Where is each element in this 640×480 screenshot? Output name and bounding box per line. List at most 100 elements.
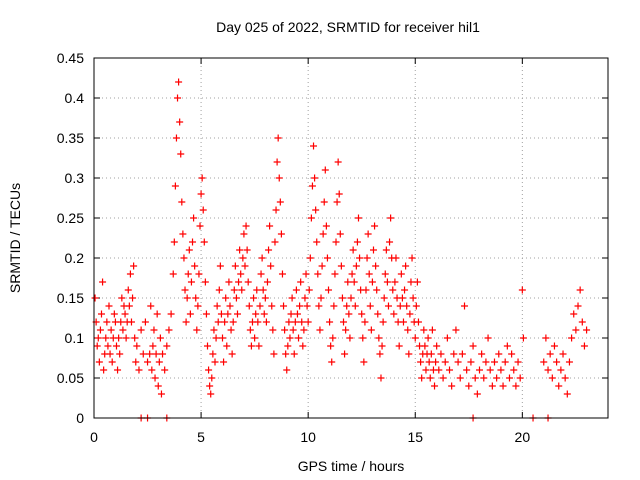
data-point (189, 238, 197, 246)
data-point (153, 310, 161, 318)
data-point (346, 334, 354, 342)
data-point (488, 382, 496, 390)
data-point (559, 350, 567, 358)
data-point (238, 286, 246, 294)
data-point (245, 302, 253, 310)
data-point (548, 374, 556, 382)
data-point (216, 262, 224, 270)
data-point (271, 238, 279, 246)
data-point (209, 350, 217, 358)
data-point (514, 358, 522, 366)
data-point (235, 278, 243, 286)
data-point (565, 358, 573, 366)
data-point (304, 318, 312, 326)
data-point (180, 254, 188, 262)
data-point (516, 374, 524, 382)
data-point (456, 374, 464, 382)
data-point (467, 358, 475, 366)
data-point (478, 350, 486, 358)
data-point (270, 350, 278, 358)
data-point (297, 278, 305, 286)
data-point (563, 390, 571, 398)
data-point (176, 118, 184, 126)
data-point (110, 310, 118, 318)
data-point (458, 350, 466, 358)
data-point (461, 302, 469, 310)
data-point (278, 270, 286, 278)
data-point (371, 222, 379, 230)
data-point (175, 78, 183, 86)
data-point (159, 350, 167, 358)
data-point (360, 358, 368, 366)
data-point (540, 358, 548, 366)
data-point (185, 246, 193, 254)
data-point (439, 374, 447, 382)
data-point (301, 294, 309, 302)
data-point (179, 230, 187, 238)
data-point (295, 334, 303, 342)
data-point (383, 278, 391, 286)
data-point (570, 310, 578, 318)
data-point (228, 350, 236, 358)
data-point (244, 278, 252, 286)
data-point (97, 310, 105, 318)
data-point (154, 382, 162, 390)
y-tick-label: 0.3 (65, 170, 85, 186)
data-point (497, 366, 505, 374)
data-point (377, 374, 385, 382)
data-point (306, 254, 314, 262)
data-point (568, 334, 576, 342)
data-point (382, 246, 390, 254)
data-point (236, 246, 244, 254)
data-point (214, 318, 222, 326)
data-point (296, 302, 304, 310)
data-point (151, 374, 159, 382)
data-point (421, 342, 429, 350)
data-point (240, 230, 248, 238)
data-point (124, 286, 132, 294)
data-point (170, 238, 178, 246)
data-point (501, 358, 509, 366)
data-point (356, 254, 364, 262)
data-point (446, 366, 454, 374)
data-point (150, 326, 158, 334)
data-point (174, 94, 182, 102)
data-point (133, 342, 141, 350)
data-point (495, 350, 503, 358)
data-point (256, 302, 264, 310)
data-point (366, 302, 374, 310)
data-point (273, 158, 281, 166)
data-point (91, 294, 99, 302)
data-point (288, 294, 296, 302)
data-point (226, 302, 234, 310)
data-point (291, 318, 299, 326)
data-point (230, 286, 238, 294)
grid-layer (94, 58, 608, 418)
data-point (130, 262, 138, 270)
data-point (471, 374, 479, 382)
data-point (114, 366, 122, 374)
y-tick-label: 0.15 (57, 290, 84, 306)
data-point (190, 214, 198, 222)
data-point (241, 262, 249, 270)
data-point (392, 254, 400, 262)
data-point (199, 206, 207, 214)
y-tick-label: 0.2 (65, 250, 85, 266)
data-point (362, 286, 370, 294)
data-point (282, 350, 290, 358)
data-point (463, 366, 471, 374)
data-point (450, 350, 458, 358)
data-point (149, 342, 157, 350)
data-point (465, 382, 473, 390)
data-point (348, 270, 356, 278)
x-axis-label: GPS time / hours (298, 458, 405, 474)
x-tick-label: 20 (515, 429, 531, 445)
data-point (243, 246, 251, 254)
data-point (557, 366, 565, 374)
data-point (305, 286, 313, 294)
data-point (224, 310, 232, 318)
data-point (201, 278, 209, 286)
y-tick-label: 0.45 (57, 50, 84, 66)
data-point (490, 358, 498, 366)
